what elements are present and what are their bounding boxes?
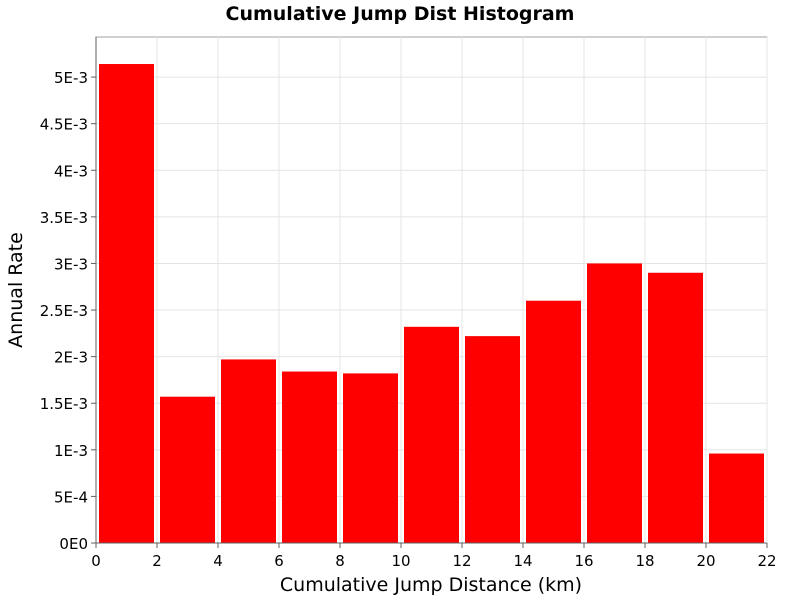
y-tick-label: 0E0 xyxy=(59,535,88,553)
y-tick-label: 4.5E-3 xyxy=(40,116,88,134)
y-tick-label: 3E-3 xyxy=(54,255,88,273)
histogram-bar-0 xyxy=(99,64,154,544)
y-tick-label: 5E-3 xyxy=(54,69,88,87)
histogram-bar-8 xyxy=(587,263,642,543)
histogram-bars xyxy=(99,64,764,544)
histogram-bar-9 xyxy=(648,272,703,543)
histogram-bar-2 xyxy=(221,359,276,543)
y-tick-label: 1E-3 xyxy=(54,442,88,460)
x-tick-label: 4 xyxy=(213,552,223,570)
chart-title: Cumulative Jump Dist Histogram xyxy=(226,3,575,25)
y-tick-label: 3.5E-3 xyxy=(40,209,88,227)
x-tick-label: 18 xyxy=(635,552,654,570)
x-tick-label: 8 xyxy=(335,552,345,570)
x-tick-label: 0 xyxy=(91,552,101,570)
y-tick-label: 2E-3 xyxy=(54,349,88,367)
histogram-bar-1 xyxy=(160,396,215,543)
x-axis-ticks: 0 2 4 6 8 10 12 14 16 18 20 22 xyxy=(91,543,777,570)
y-axis-label: Annual Rate xyxy=(5,232,27,348)
y-tick-label: 4E-3 xyxy=(54,162,88,180)
x-tick-label: 20 xyxy=(696,552,715,570)
x-tick-label: 22 xyxy=(757,552,776,570)
histogram-bar-6 xyxy=(465,336,520,543)
x-tick-label: 6 xyxy=(274,552,284,570)
histogram-bar-3 xyxy=(282,371,337,543)
histogram-bar-5 xyxy=(404,326,459,543)
x-tick-label: 10 xyxy=(391,552,410,570)
histogram-bar-10 xyxy=(709,453,764,543)
x-axis-label: Cumulative Jump Distance (km) xyxy=(280,574,582,596)
histogram-bar-7 xyxy=(526,300,581,543)
x-tick-label: 12 xyxy=(452,552,471,570)
x-tick-label: 14 xyxy=(513,552,532,570)
y-tick-label: 5E-4 xyxy=(54,488,88,506)
x-tick-label: 2 xyxy=(152,552,162,570)
histogram-bar-4 xyxy=(343,373,398,543)
y-tick-label: 2.5E-3 xyxy=(40,302,88,320)
y-axis-ticks: 0E0 5E-4 1E-3 1.5E-3 2E-3 2.5E-3 3E-3 3.5E-3 4E-… xyxy=(40,69,96,553)
y-tick-label: 1.5E-3 xyxy=(40,395,88,413)
x-tick-label: 16 xyxy=(574,552,593,570)
